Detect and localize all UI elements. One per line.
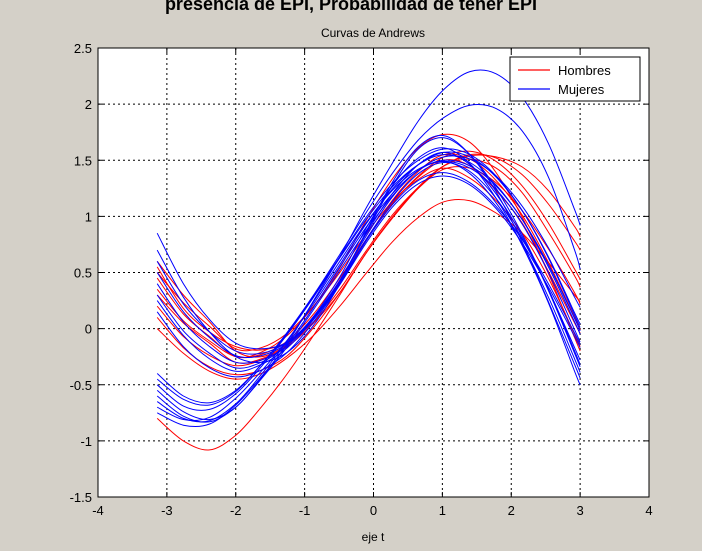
- mujeres-curve: [156, 159, 581, 428]
- hombres-curve: [156, 154, 581, 351]
- mujeres-curve: [156, 160, 581, 373]
- x-tick-label: 3: [577, 503, 584, 518]
- legend: Hombres Mujeres: [509, 56, 641, 102]
- chart-title: Curvas de Andrews: [321, 26, 425, 40]
- legend-label-mujeres: Mujeres: [558, 82, 605, 97]
- x-tick-label: 4: [645, 503, 652, 518]
- hombres-curve: [156, 158, 581, 376]
- x-tick-label: -3: [161, 503, 173, 518]
- mujeres-curve: [156, 161, 581, 365]
- y-tick-label: -1.5: [70, 490, 92, 505]
- x-tick-label: 0: [370, 503, 377, 518]
- y-tick-label: -1: [80, 434, 92, 449]
- legend-box: [509, 56, 641, 102]
- curves: [156, 69, 581, 451]
- y-tick-label: 1: [85, 209, 92, 224]
- mujeres-curve: [156, 137, 581, 361]
- hombres-curve: [156, 167, 581, 352]
- mujeres-curve: [156, 160, 581, 423]
- x-tick-label: -2: [230, 503, 242, 518]
- mujeres-curve: [156, 175, 581, 378]
- y-tick-label: 1.5: [74, 153, 92, 168]
- x-axis-title: eje t: [362, 530, 385, 544]
- ticks: -4 -3 -2 -1 0 1 2 3 4 -1.5 -1 -0.5 0 0.5 1 1.5 2 2.5: [70, 41, 653, 518]
- mujeres-curve: [156, 151, 581, 367]
- x-tick-label: -1: [299, 503, 311, 518]
- legend-label-hombres: Hombres: [558, 63, 611, 78]
- window-title: presencia de EPI, Probabilidad de tener …: [164, 0, 538, 14]
- x-tick-label: -4: [92, 503, 104, 518]
- y-tick-label: -0.5: [70, 378, 92, 393]
- hombres-curve: [156, 198, 581, 380]
- y-tick-label: 2.5: [74, 41, 92, 56]
- y-tick-label: 0: [85, 322, 92, 337]
- y-tick-label: 0.5: [74, 266, 92, 281]
- x-tick-label: 1: [439, 503, 446, 518]
- x-tick-label: 2: [508, 503, 515, 518]
- mujeres-curve: [156, 148, 581, 404]
- y-tick-label: 2: [85, 97, 92, 112]
- mujeres-curve: [156, 104, 581, 406]
